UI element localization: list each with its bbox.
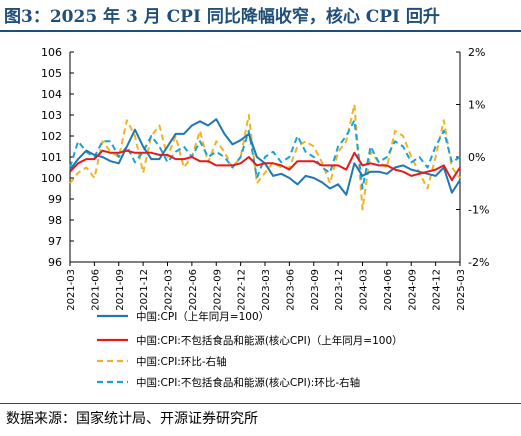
- right-tick-label: -2%: [468, 256, 489, 269]
- x-tick-label: 2022-12: [237, 269, 248, 311]
- left-tick-label: 106: [41, 46, 62, 59]
- x-tick-label: 2024-03: [359, 269, 370, 311]
- legend-label-1: 中国:CPI（上年同月=100）: [136, 310, 269, 323]
- legend-label-4: 中国:CPI:不包括食品和能源(核心CPI):环比-右轴: [136, 376, 360, 389]
- x-tick-label: 2023-03: [261, 269, 272, 311]
- x-tick-label: 2022-03: [164, 269, 175, 311]
- source-rule: [0, 403, 521, 404]
- chart-title: 图3：2025 年 3 月 CPI 同比降幅收窄，核心 CPI 回升: [4, 7, 440, 27]
- left-tick-label: 101: [41, 151, 62, 164]
- left-tick-label: 104: [41, 88, 62, 101]
- left-tick-label: 98: [48, 214, 62, 227]
- source-note: 数据来源：国家统计局、开源证券研究所: [6, 411, 258, 427]
- x-tick-label: 2024-09: [407, 269, 418, 311]
- chart: 96 97 98 99 100 101 102 103 104 105 106 -2% -1% 0% 1% 2…: [41, 46, 489, 389]
- x-tick-label: 2024-06: [383, 269, 394, 311]
- x-tick-label: 2025-03: [456, 269, 467, 311]
- x-tick-label: 2022-06: [188, 269, 199, 311]
- x-tick-label: 2024-12: [432, 269, 443, 311]
- x-tick-label: 2021-06: [90, 269, 101, 311]
- left-tick-label: 96: [48, 256, 62, 269]
- left-tick-label: 103: [41, 109, 62, 122]
- x-tick-label: 2021-12: [139, 269, 150, 311]
- left-tick-label: 97: [48, 235, 62, 248]
- left-tick-label: 105: [41, 67, 62, 80]
- right-tick-label: 0%: [468, 151, 485, 164]
- legend-label-3: 中国:CPI:环比-右轴: [136, 355, 227, 368]
- x-tick-label: 2021-03: [66, 269, 77, 311]
- x-tick-label: 2021-09: [115, 269, 126, 311]
- right-tick-label: 2%: [468, 46, 485, 59]
- left-tick-label: 100: [41, 172, 62, 185]
- left-tick-label: 102: [41, 130, 62, 143]
- x-tick-label: 2023-09: [310, 269, 321, 311]
- series-line-3: [69, 103, 461, 211]
- x-tick-label: 2022-09: [212, 269, 223, 311]
- series-line-2: [69, 149, 461, 182]
- left-tick-label: 99: [48, 193, 62, 206]
- x-tick-label: 2023-06: [285, 269, 296, 311]
- legend-label-2: 中国:CPI:不包括食品和能源(核心CPI)（上年同月=100）: [136, 334, 403, 347]
- series-line-4: [69, 119, 461, 190]
- right-tick-label: 1%: [468, 99, 485, 112]
- title-rule: [0, 30, 521, 32]
- x-tick-label: 2023-12: [334, 269, 345, 311]
- right-tick-label: -1%: [468, 204, 489, 217]
